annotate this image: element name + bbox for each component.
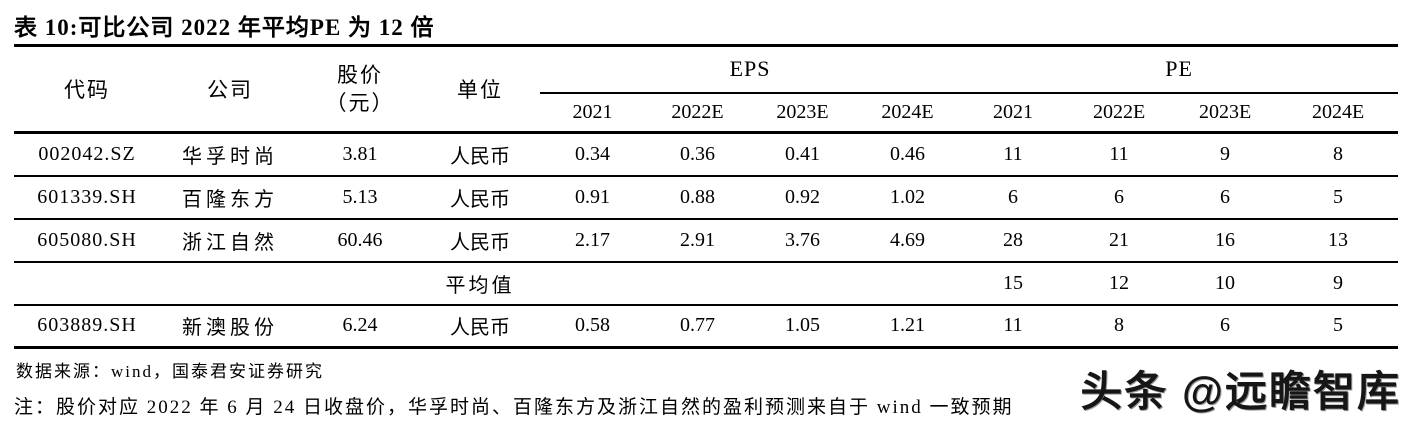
unit-cell: 人民币	[420, 132, 540, 177]
eps-cell: 0.46	[855, 132, 961, 177]
pe-cell: 5	[1278, 175, 1399, 220]
empty-cell	[750, 261, 855, 306]
price-cell: 5.13	[300, 175, 420, 220]
pe-cell: 8	[1278, 132, 1399, 177]
header-pe-2024e: 2024E	[1278, 92, 1399, 134]
pe-cell: 28	[960, 218, 1067, 263]
header-group-row: 代码 公司 股价 （元） 单位 EPS PE	[14, 45, 1399, 134]
eps-cell: 0.34	[540, 132, 645, 177]
pe-cell: 21	[1066, 218, 1173, 263]
empty-cell	[14, 261, 160, 306]
average-pe-cell: 12	[1066, 261, 1173, 306]
pe-cell: 6	[960, 175, 1067, 220]
header-company: 公司	[160, 45, 300, 134]
table-row: 605080.SH 浙江自然 60.46 人民币 2.17 2.91 3.76 …	[14, 218, 1399, 263]
header-price-line2: （元）	[325, 91, 395, 115]
footnote-line: 注：股价对应 2022 年 6 月 24 日收盘价，华孚时尚、百隆东方及浙江自然…	[14, 397, 1014, 418]
stock-code: 002042.SZ	[14, 132, 160, 177]
pe-cell: 11	[960, 304, 1067, 349]
company-name: 百隆东方	[160, 175, 300, 220]
comparable-companies-table: 代码 公司 股价 （元） 单位 EPS PE 2021 2022E 2023E …	[14, 44, 1399, 349]
table-header: 代码 公司 股价 （元） 单位 EPS PE 2021 2022E 2023E …	[14, 45, 1399, 134]
price-cell: 60.46	[300, 218, 420, 263]
eps-cell: 0.41	[750, 132, 855, 177]
stock-code: 603889.SH	[14, 304, 160, 349]
table-row: 002042.SZ 华孚时尚 3.81 人民币 0.34 0.36 0.41 0…	[14, 132, 1399, 177]
eps-cell: 1.21	[855, 304, 961, 349]
company-name: 华孚时尚	[160, 132, 300, 177]
eps-cell: 2.91	[645, 218, 750, 263]
eps-cell: 1.02	[855, 175, 961, 220]
eps-cell: 0.88	[645, 175, 750, 220]
table-row: 601339.SH 百隆东方 5.13 人民币 0.91 0.88 0.92 1…	[14, 175, 1399, 220]
header-eps-group: EPS	[540, 45, 961, 94]
pe-cell: 5	[1278, 304, 1399, 349]
stock-code: 605080.SH	[14, 218, 160, 263]
unit-cell: 人民币	[420, 304, 540, 349]
header-unit: 单位	[420, 45, 540, 134]
header-eps-2024e: 2024E	[855, 92, 961, 134]
pe-cell: 9	[1172, 132, 1279, 177]
average-pe-cell: 10	[1172, 261, 1279, 306]
data-source-line: 数据来源：wind，国泰君安证券研究	[16, 362, 324, 381]
price-cell: 3.81	[300, 132, 420, 177]
company-name: 新澳股份	[160, 304, 300, 349]
eps-cell: 4.69	[855, 218, 961, 263]
watermark-toutiao-yuanzhan: 头条 @远瞻智库	[1080, 368, 1401, 415]
pe-cell: 13	[1278, 218, 1399, 263]
eps-cell: 0.92	[750, 175, 855, 220]
unit-cell: 人民币	[420, 175, 540, 220]
header-pe-2023e: 2023E	[1172, 92, 1279, 134]
empty-cell	[300, 261, 420, 306]
pe-cell: 6	[1172, 175, 1279, 220]
pe-cell: 6	[1172, 304, 1279, 349]
eps-cell: 3.76	[750, 218, 855, 263]
eps-cell: 0.77	[645, 304, 750, 349]
header-price: 股价 （元）	[300, 45, 420, 134]
pe-cell: 16	[1172, 218, 1279, 263]
header-price-line1: 股价	[337, 62, 383, 87]
pe-cell: 11	[960, 132, 1067, 177]
header-code: 代码	[14, 45, 160, 134]
price-cell: 6.24	[300, 304, 420, 349]
empty-cell	[160, 261, 300, 306]
header-eps-2021: 2021	[540, 92, 645, 134]
empty-cell	[645, 261, 750, 306]
header-eps-2022e: 2022E	[645, 92, 750, 134]
header-pe-2022e: 2022E	[1066, 92, 1173, 134]
pe-cell: 11	[1066, 132, 1173, 177]
company-name: 浙江自然	[160, 218, 300, 263]
eps-cell: 0.58	[540, 304, 645, 349]
average-row: 平均值 15 12 10 9	[14, 261, 1399, 306]
header-pe-2021: 2021	[960, 92, 1067, 134]
eps-cell: 0.36	[645, 132, 750, 177]
empty-cell	[540, 261, 645, 306]
pe-cell: 8	[1066, 304, 1173, 349]
header-eps-2023e: 2023E	[750, 92, 855, 134]
eps-cell: 2.17	[540, 218, 645, 263]
table-row: 603889.SH 新澳股份 6.24 人民币 0.58 0.77 1.05 1…	[14, 304, 1399, 349]
stock-code: 601339.SH	[14, 175, 160, 220]
table-title: 表 10:可比公司 2022 年平均PE 为 12 倍	[14, 15, 435, 40]
eps-cell: 0.91	[540, 175, 645, 220]
pe-cell: 6	[1066, 175, 1173, 220]
empty-cell	[855, 261, 961, 306]
average-label: 平均值	[420, 261, 540, 306]
unit-cell: 人民币	[420, 218, 540, 263]
header-pe-group: PE	[960, 45, 1399, 94]
header-year-row: 2021 2022E 2023E 2024E 2021 2022E 2023E …	[14, 92, 1399, 134]
average-pe-cell: 9	[1278, 261, 1399, 306]
eps-cell: 1.05	[750, 304, 855, 349]
average-pe-cell: 15	[960, 261, 1067, 306]
